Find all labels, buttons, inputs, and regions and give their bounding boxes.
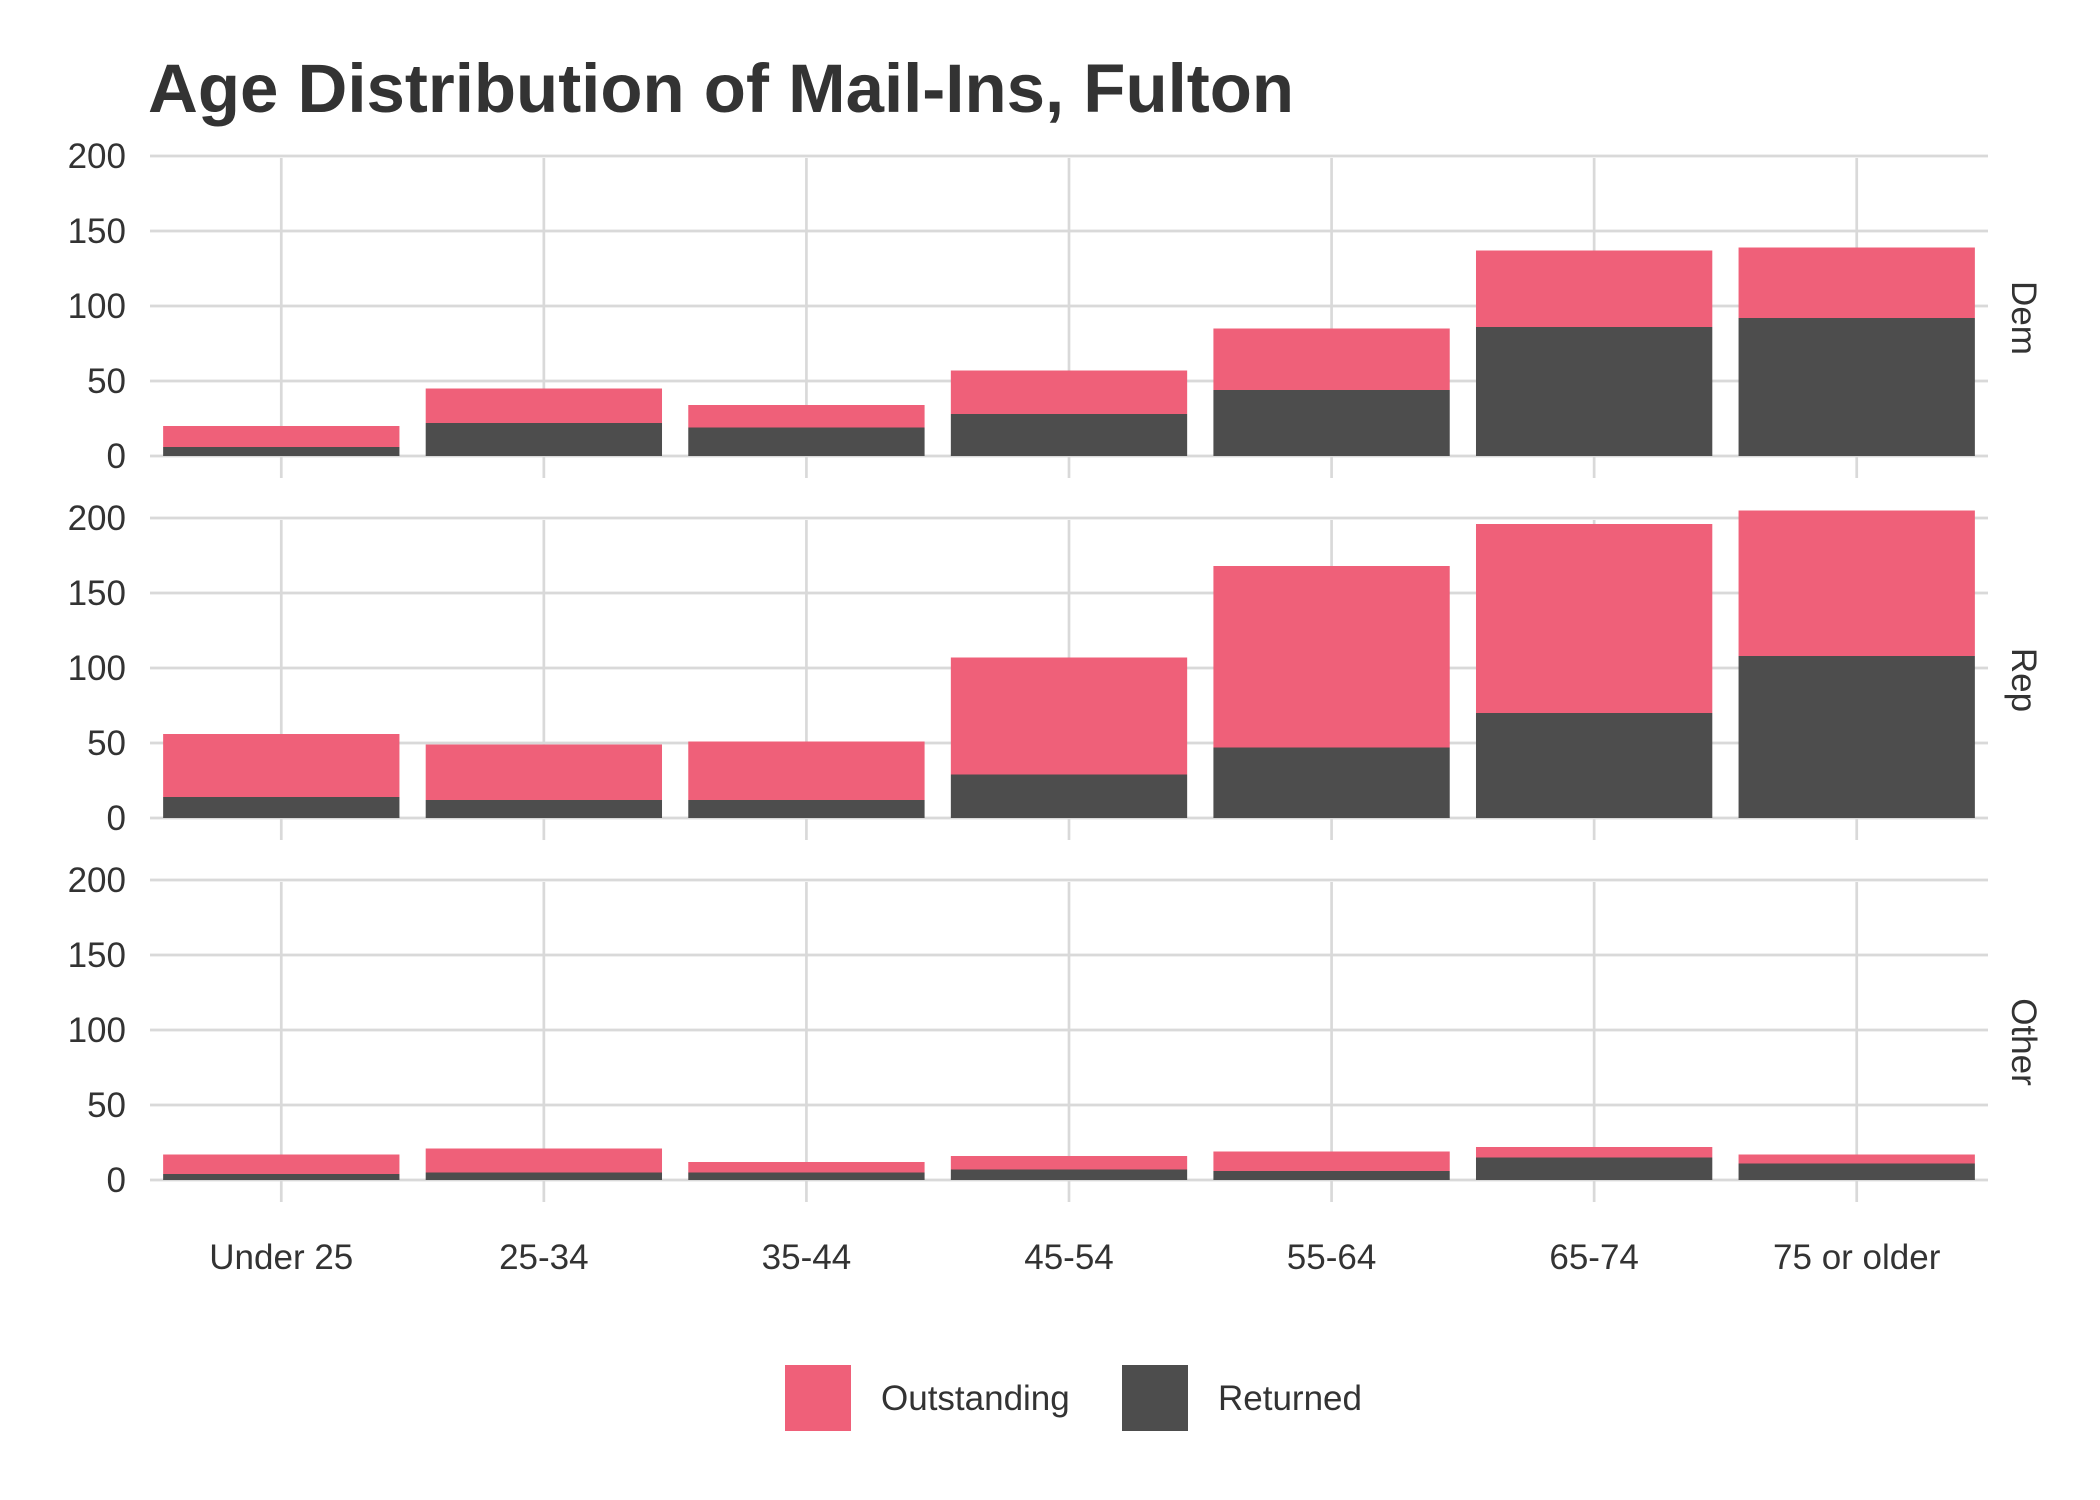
legend-swatch-returned [1122, 1365, 1188, 1431]
bar-dem-returned-65-74 [1475, 327, 1713, 456]
bar-rep-returned-65-74 [1475, 713, 1713, 818]
bar-rep-returned-35-44 [688, 800, 925, 818]
panel-other: 0 50 100 150 200 Other [68, 861, 2043, 1202]
bar-other-outstanding-75-or-older [1738, 1154, 1975, 1164]
y-tick-label: 0 [107, 799, 126, 838]
bar-other-returned-55-64 [1213, 1171, 1450, 1180]
x-tick-label: 55-64 [1287, 1238, 1377, 1277]
bar-rep-returned-25-34 [425, 800, 663, 818]
legend-swatch-outstanding [785, 1365, 851, 1431]
y-tick-label: 50 [87, 362, 126, 401]
facet-label-dem: Dem [2004, 281, 2043, 355]
legend-label-outstanding: Outstanding [881, 1379, 1070, 1418]
y-tick-label: 50 [87, 724, 126, 763]
bar-dem-returned-35-44 [688, 427, 925, 456]
bar-rep-outstanding-under-25 [163, 734, 400, 797]
bar-other-outstanding-under-25 [163, 1154, 400, 1174]
panel-dem: 0 50 100 150 200 Dem [68, 137, 2043, 478]
bar-rep-returned-under-25 [163, 797, 400, 818]
x-tick-label: 25-34 [499, 1238, 589, 1277]
facet-panels: 0 50 100 150 200 Dem 0 50 100 150 200 Rep 0 50 100 150 2… [68, 137, 2043, 1202]
x-tick-label: 65-74 [1549, 1238, 1639, 1277]
y-tick-label: 200 [68, 861, 126, 900]
x-tick-label: 45-54 [1024, 1238, 1114, 1277]
panel-rep: 0 50 100 150 200 Rep [68, 499, 2043, 840]
bar-other-outstanding-45-54 [950, 1156, 1188, 1170]
bar-rep-returned-55-64 [1213, 747, 1450, 818]
x-tick-label: 35-44 [762, 1238, 852, 1277]
x-tick-label: Under 25 [209, 1238, 353, 1277]
bar-rep-returned-75-or-older [1738, 656, 1975, 818]
bar-other-returned-under-25 [163, 1174, 400, 1180]
bar-dem-outstanding-65-74 [1475, 250, 1713, 327]
bar-dem-outstanding-35-44 [688, 405, 925, 428]
bar-other-outstanding-25-34 [425, 1148, 663, 1173]
bar-dem-returned-75-or-older [1738, 318, 1975, 456]
legend: Outstanding Returned [785, 1365, 1362, 1431]
legend-label-returned: Returned [1218, 1379, 1362, 1418]
bar-other-returned-75-or-older [1738, 1163, 1975, 1180]
facet-label-rep: Rep [2004, 648, 2043, 712]
bar-dem-outstanding-45-54 [950, 370, 1188, 414]
bar-other-outstanding-55-64 [1213, 1151, 1450, 1171]
bar-other-returned-45-54 [950, 1169, 1188, 1180]
bar-other-returned-35-44 [688, 1172, 925, 1180]
bar-rep-outstanding-25-34 [425, 744, 663, 800]
facet-label-other: Other [2004, 998, 2043, 1086]
bar-dem-outstanding-under-25 [163, 426, 400, 447]
bar-rep-outstanding-45-54 [950, 657, 1188, 775]
bar-rep-outstanding-35-44 [688, 741, 925, 800]
bar-rep-outstanding-75-or-older [1738, 510, 1975, 656]
y-tick-label: 200 [68, 499, 126, 538]
y-tick-label: 200 [68, 137, 126, 176]
y-tick-label: 100 [68, 287, 126, 326]
x-axis: Under 25 25-34 35-44 45-54 55-64 65-74 75 or o… [209, 1238, 1940, 1277]
chart-title: Age Distribution of Mail-Ins, Fulton [148, 50, 1294, 127]
y-tick-label: 150 [68, 212, 126, 251]
y-tick-label: 50 [87, 1086, 126, 1125]
y-tick-label: 100 [68, 1011, 126, 1050]
y-tick-label: 150 [68, 936, 126, 975]
bar-rep-outstanding-55-64 [1213, 566, 1450, 748]
y-tick-label: 0 [107, 1161, 126, 1200]
bar-other-outstanding-35-44 [688, 1162, 925, 1173]
bar-dem-outstanding-55-64 [1213, 328, 1450, 390]
y-tick-label: 0 [107, 437, 126, 476]
bar-rep-outstanding-65-74 [1475, 524, 1713, 713]
y-tick-label: 150 [68, 574, 126, 613]
y-tick-label: 100 [68, 649, 126, 688]
bar-other-returned-25-34 [425, 1172, 663, 1180]
bar-dem-outstanding-75-or-older [1738, 247, 1975, 318]
bar-dem-returned-under-25 [163, 447, 400, 456]
bar-dem-returned-55-64 [1213, 390, 1450, 456]
x-tick-label: 75 or older [1773, 1238, 1941, 1277]
bar-dem-outstanding-25-34 [425, 388, 663, 423]
bar-other-returned-65-74 [1475, 1157, 1713, 1180]
bar-dem-returned-25-34 [425, 423, 663, 456]
bar-other-outstanding-65-74 [1475, 1147, 1713, 1158]
bar-rep-returned-45-54 [950, 774, 1188, 818]
bar-dem-returned-45-54 [950, 414, 1188, 456]
